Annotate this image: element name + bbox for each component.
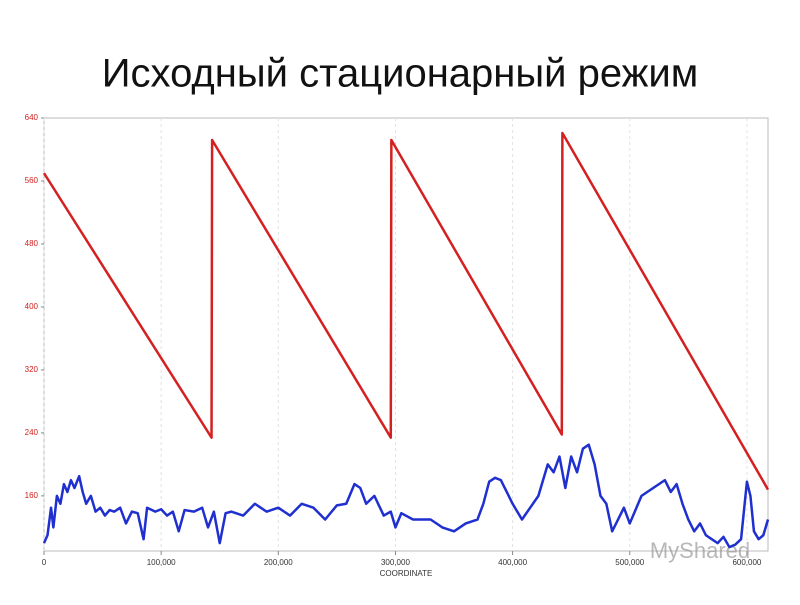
data-line (42, 131, 770, 491)
watermark: MyShared (650, 538, 750, 563)
y-tick-label: 640 (25, 113, 39, 122)
y-tick-label: 400 (25, 302, 39, 311)
y-tick-label: 320 (25, 365, 39, 374)
x-tick-label: 300,000 (381, 558, 410, 567)
x-tick-label: 200,000 (264, 558, 293, 567)
x-tick-label: 400,000 (498, 558, 527, 567)
plot-frame (43, 117, 769, 552)
x-tick-label: 0 (42, 558, 47, 567)
y-tick-label: 240 (25, 428, 39, 437)
x-tick-label: 100,000 (147, 558, 176, 567)
y-tick-label: 160 (25, 491, 39, 500)
x-tick-label: 500,000 (615, 558, 644, 567)
data-line (42, 443, 770, 549)
x-tick-label: 600,000 (732, 558, 761, 567)
y-tick-label: 480 (25, 239, 39, 248)
x-axis-label: COORDINATE (380, 569, 433, 578)
y-tick-label: 560 (25, 176, 39, 185)
slide-title: Исходный стационарный режим (102, 52, 698, 96)
